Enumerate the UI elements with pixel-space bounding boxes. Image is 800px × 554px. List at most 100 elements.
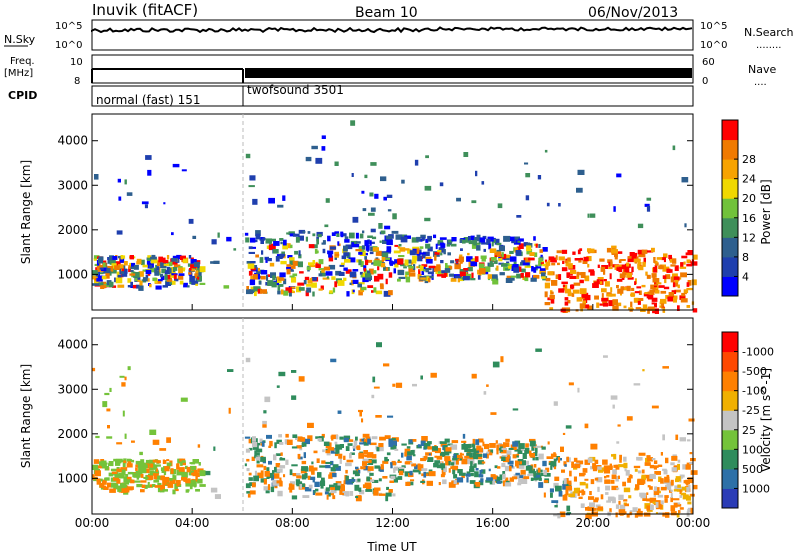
scatter-cell: [506, 450, 512, 456]
scatter-cell: [291, 395, 297, 400]
scatter-cell: [643, 257, 646, 264]
scatter-cell: [628, 474, 632, 477]
scatter-cell: [459, 254, 463, 259]
scatter-cell: [93, 459, 100, 464]
scatter-cell: [129, 255, 134, 260]
scatter-cell: [118, 196, 122, 201]
scatter-cell: [523, 476, 530, 480]
scatter-cell: [345, 479, 349, 484]
scatter-cell: [693, 254, 698, 260]
scatter-cell: [448, 240, 453, 243]
scatter-cell: [147, 475, 154, 480]
scatter-cell: [182, 268, 185, 272]
scatter-cell: [135, 464, 138, 467]
scatter-cell: [649, 486, 653, 490]
scatter-cell: [195, 270, 199, 274]
scatter-cell: [419, 252, 426, 255]
scatter-cell: [589, 502, 595, 508]
scatter-cell: [257, 288, 262, 294]
scatter-cell: [114, 277, 117, 283]
scatter-cell: [255, 442, 261, 446]
scatter-cell: [502, 445, 506, 448]
scatter-cell: [335, 448, 340, 454]
scatter-cell: [623, 487, 631, 493]
scatter-cell: [492, 278, 499, 285]
scatter-cell: [531, 444, 535, 451]
scatter-cell: [582, 490, 586, 495]
scatter-cell: [141, 259, 145, 266]
scatter-cell: [292, 473, 300, 477]
scatter-cell: [491, 479, 496, 485]
scatter-cell: [479, 470, 482, 475]
scatter-cell: [618, 509, 626, 515]
nsky-tick-bottom: 10^0: [55, 40, 82, 51]
scatter-cell: [549, 307, 554, 310]
scatter-cell: [496, 448, 499, 455]
scatter-cell: [664, 278, 667, 284]
scatter-cell: [517, 459, 524, 462]
scatter-cell: [248, 477, 253, 481]
scatter-cell: [509, 465, 512, 472]
scatter-cell: [304, 473, 308, 479]
colorbar-tick-label: 100: [742, 443, 763, 456]
scatter-cell: [480, 469, 483, 473]
scatter-cell: [150, 256, 157, 260]
scatter-cell: [422, 269, 426, 272]
scatter-cell: [371, 436, 378, 440]
scatter-cell: [172, 260, 178, 265]
scatter-cell: [444, 268, 451, 273]
scatter-cell: [596, 477, 603, 483]
scatter-cell: [677, 284, 680, 289]
scatter-cell: [305, 156, 312, 162]
scatter-cell: [470, 261, 478, 267]
scatter-cell: [439, 441, 447, 444]
scatter-cell: [662, 512, 665, 517]
scatter-cell: [152, 484, 156, 487]
scatter-cell: [289, 275, 295, 278]
scatter-cell: [633, 465, 641, 469]
scatter-cell: [568, 263, 573, 269]
scatter-cell: [172, 255, 180, 260]
scatter-cell: [362, 460, 367, 466]
scatter-cell: [651, 247, 655, 253]
scatter-cell: [642, 369, 645, 372]
scatter-cell: [611, 474, 617, 480]
scatter-cell: [649, 464, 655, 469]
scatter-cell: [646, 274, 651, 279]
scatter-cell: [268, 244, 276, 251]
scatter-cell: [312, 277, 317, 281]
scatter-cell: [651, 405, 659, 409]
scatter-cell: [163, 202, 166, 205]
scatter-cell: [392, 383, 396, 387]
scatter-cell: [407, 248, 412, 254]
scatter-cell: [539, 269, 546, 274]
scatter-cell: [275, 463, 281, 468]
scatter-cell: [493, 260, 498, 264]
scatter-cell: [653, 460, 658, 464]
scatter-cell: [350, 120, 356, 126]
scatter-cell: [329, 246, 337, 250]
scatter-cell: [459, 269, 467, 274]
scatter-cell: [567, 257, 571, 262]
scatter-cell: [328, 264, 336, 270]
scatter-cell: [321, 135, 326, 139]
scatter-cell: [544, 265, 549, 270]
scatter-cell: [471, 272, 474, 278]
scatter-cell: [365, 489, 373, 492]
scatter-cell: [585, 483, 589, 489]
scatter-cell: [579, 481, 586, 486]
scatter-cell: [283, 278, 287, 285]
scatter-cell: [145, 459, 151, 466]
scatter-cell: [307, 475, 311, 480]
scatter-cell: [500, 356, 504, 363]
scatter-cell: [586, 256, 592, 262]
scatter-cell: [116, 467, 120, 470]
scatter-cell: [664, 498, 668, 503]
scatter-cell: [564, 297, 569, 301]
scatter-cell: [279, 238, 284, 241]
scatter-cell: [496, 242, 502, 246]
scatter-cell: [346, 291, 350, 297]
scatter-cell: [522, 453, 527, 459]
scatter-cell: [666, 268, 671, 273]
colorbar-tick-label: -25: [742, 404, 760, 417]
